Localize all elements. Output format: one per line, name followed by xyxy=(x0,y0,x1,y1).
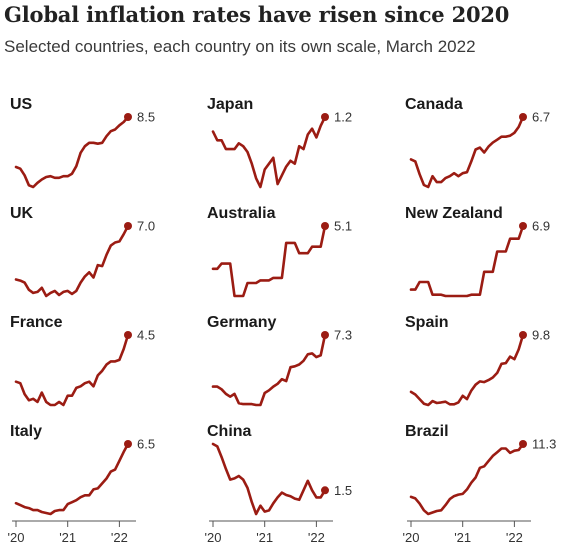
x-tick-label: '22 xyxy=(308,530,325,545)
value-label-china: 1.5 xyxy=(334,483,352,498)
value-label-canada: 6.7 xyxy=(532,110,550,125)
series-line-us xyxy=(14,115,130,189)
value-label-new-zealand: 6.9 xyxy=(532,219,550,234)
endpoint-dot-china xyxy=(321,486,329,495)
value-label-italy: 6.5 xyxy=(137,437,155,452)
x-tick-label: '21 xyxy=(59,530,76,545)
panel-title-italy: Italy xyxy=(10,423,42,440)
endpoint-dot-italy xyxy=(124,440,132,448)
panel-title-australia: Australia xyxy=(207,205,276,222)
panel-new-zealand: New Zealand 6.9 xyxy=(405,205,550,298)
endpoint-dot-new-zealand xyxy=(519,222,527,230)
value-label-uk: 7.0 xyxy=(137,219,155,234)
x-tick-label: '21 xyxy=(256,530,273,545)
endpoint-dot-spain xyxy=(519,331,527,339)
endpoint-dot-france xyxy=(124,331,132,339)
endpoint-dot-uk xyxy=(124,222,132,230)
endpoint-dot-brazil xyxy=(519,440,527,448)
value-label-us: 8.5 xyxy=(137,110,155,125)
endpoint-dot-canada xyxy=(519,113,527,121)
series-line-france xyxy=(14,333,130,407)
x-tick-label: '22 xyxy=(506,530,523,545)
endpoint-dot-japan xyxy=(321,113,329,121)
value-label-germany: 7.3 xyxy=(334,328,352,343)
x-axis-col-2: '20 '21 '22 xyxy=(205,520,333,545)
x-tick-label: '20 xyxy=(205,530,222,545)
panel-title-canada: Canada xyxy=(405,96,463,113)
panel-france: France 4.5 xyxy=(10,314,155,407)
x-tick-label: '20 xyxy=(8,530,25,545)
panel-title-germany: Germany xyxy=(207,314,276,331)
panel-title-france: France xyxy=(10,314,63,331)
series-line-japan xyxy=(211,115,327,189)
endpoint-dot-germany xyxy=(321,331,329,339)
panel-title-spain: Spain xyxy=(405,314,449,331)
value-label-japan: 1.2 xyxy=(334,110,352,125)
panel-italy: Italy 6.5 xyxy=(10,423,155,516)
x-axis-col-3: '20 '21 '22 xyxy=(403,520,531,545)
value-label-australia: 5.1 xyxy=(334,219,352,234)
panel-title-new-zealand: New Zealand xyxy=(405,205,503,222)
panel-us: US 8.5 xyxy=(10,96,155,189)
x-tick-label: '21 xyxy=(454,530,471,545)
series-line-australia xyxy=(211,224,327,298)
panel-japan: Japan 1.2 xyxy=(207,96,352,189)
panel-title-us: US xyxy=(10,96,33,113)
panel-title-japan: Japan xyxy=(207,96,253,113)
value-label-brazil: 11.3 xyxy=(532,437,556,452)
value-label-france: 4.5 xyxy=(137,328,155,343)
endpoint-dot-us xyxy=(124,113,132,121)
panel-china: China 1.5 xyxy=(207,423,352,516)
panel-australia: Australia 5.1 xyxy=(207,205,352,298)
panel-germany: Germany 7.3 xyxy=(207,314,352,407)
series-line-canada xyxy=(409,115,525,189)
chart-title: Global inflation rates have risen since … xyxy=(4,2,510,27)
panel-uk: UK 7.0 xyxy=(10,205,155,298)
value-label-spain: 9.8 xyxy=(532,328,550,343)
panel-title-china: China xyxy=(207,423,252,440)
series-line-new-zealand xyxy=(409,224,525,298)
endpoint-dot-australia xyxy=(321,222,329,230)
x-tick-label: '20 xyxy=(403,530,420,545)
panel-brazil: Brazil 11.3 xyxy=(405,423,556,516)
series-line-italy xyxy=(14,442,130,516)
series-line-uk xyxy=(14,224,130,298)
panel-canada: Canada 6.7 xyxy=(405,96,550,189)
series-line-spain xyxy=(409,333,525,407)
panel-title-uk: UK xyxy=(10,205,34,222)
x-tick-label: '22 xyxy=(111,530,128,545)
series-line-brazil xyxy=(409,442,525,516)
series-line-china xyxy=(211,442,327,516)
panel-title-brazil: Brazil xyxy=(405,423,449,440)
panel-spain: Spain 9.8 xyxy=(405,314,550,407)
chart-subtitle: Selected countries, each country on its … xyxy=(4,37,476,56)
x-axis-col-1: '20 '21 '22 xyxy=(8,520,136,545)
series-line-germany xyxy=(211,333,327,407)
